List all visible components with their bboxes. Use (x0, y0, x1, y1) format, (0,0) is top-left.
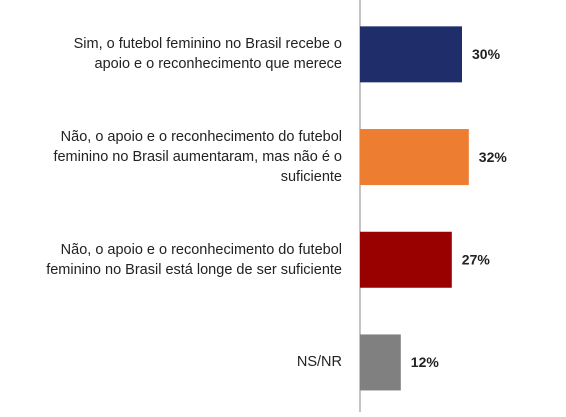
value-label: 32% (479, 149, 508, 165)
bar (360, 26, 462, 83)
category-label: Não, o apoio e o reconhecimento do futeb… (46, 241, 342, 278)
value-label: 27% (462, 251, 491, 267)
category-label: Não, o apoio e o reconhecimento do futeb… (53, 129, 342, 186)
category-label: NS/NR (296, 354, 342, 371)
bar (360, 334, 401, 391)
value-label: 30% (472, 46, 501, 62)
bar (360, 231, 452, 288)
category-label: Sim, o futebol feminino no Brasil recebe… (73, 36, 342, 73)
bar (360, 129, 469, 186)
value-label: 12% (411, 354, 440, 370)
